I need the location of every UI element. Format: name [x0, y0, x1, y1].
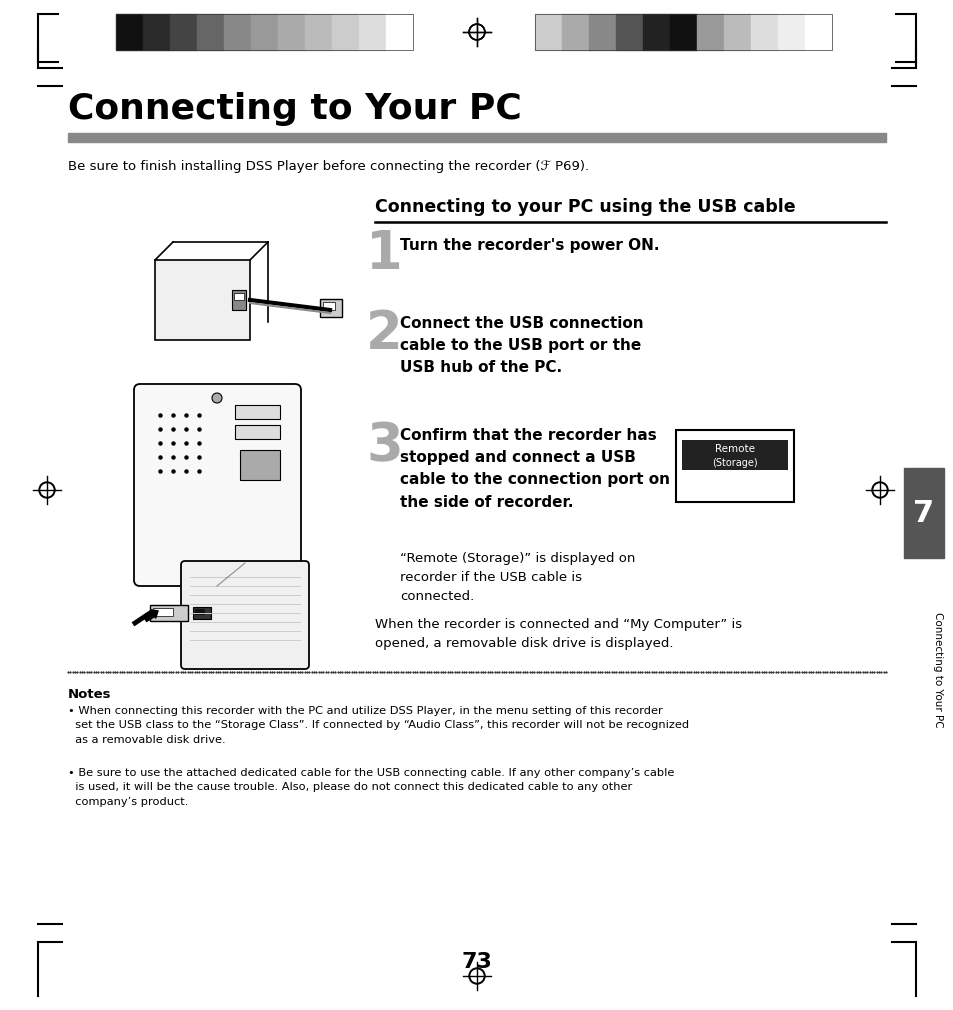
Text: 1: 1 [366, 228, 402, 280]
Bar [386, 14, 413, 51]
Text: Turn the recorder's power ON.: Turn the recorder's power ON. [399, 238, 659, 252]
Bar [535, 14, 561, 51]
Text: Notes: Notes [68, 688, 112, 701]
Bar [143, 14, 170, 51]
Bar [194, 609, 205, 615]
Bar [251, 14, 277, 51]
Bar [68, 133, 885, 142]
Bar [681, 440, 787, 470]
Text: 7: 7 [912, 499, 934, 527]
Circle shape [471, 26, 482, 38]
Text: Connecting to your PC using the USB cable: Connecting to your PC using the USB cabl… [375, 198, 795, 216]
Text: Connecting to Your PC: Connecting to Your PC [932, 612, 942, 728]
Bar [332, 14, 358, 51]
Bar [642, 14, 669, 51]
Circle shape [471, 26, 482, 38]
Bar [240, 450, 280, 480]
Bar [233, 293, 244, 300]
Text: 3: 3 [366, 420, 402, 472]
Text: Connecting to Your PC: Connecting to Your PC [68, 92, 521, 126]
Bar [196, 14, 224, 51]
Bar [535, 14, 831, 51]
Bar [903, 468, 943, 558]
Circle shape [212, 393, 222, 403]
Bar [170, 14, 196, 51]
Bar [232, 290, 246, 310]
Bar [778, 14, 804, 51]
Bar [676, 430, 793, 502]
Bar [319, 299, 341, 317]
Text: 2: 2 [366, 308, 402, 360]
Text: Connect the USB connection
cable to the USB port or the
USB hub of the PC.: Connect the USB connection cable to the … [399, 316, 643, 376]
Text: • Be sure to use the attached dedicated cable for the USB connecting cable. If a: • Be sure to use the attached dedicated … [68, 768, 674, 807]
Bar [804, 14, 831, 51]
Bar [154, 260, 250, 340]
Bar [152, 608, 172, 616]
Bar [116, 14, 143, 51]
Bar [323, 302, 335, 310]
Bar [750, 14, 778, 51]
Bar [616, 14, 642, 51]
Text: Remote: Remote [714, 444, 754, 454]
Bar [150, 605, 188, 621]
FancyBboxPatch shape [181, 561, 309, 669]
Bar [561, 14, 588, 51]
Circle shape [469, 24, 484, 40]
Text: Be sure to finish installing DSS Player before connecting the recorder (ℱ P69).: Be sure to finish installing DSS Player … [68, 160, 589, 173]
Text: (Storage): (Storage) [712, 458, 757, 468]
Bar [697, 14, 723, 51]
Text: 73: 73 [461, 952, 492, 972]
Circle shape [471, 970, 482, 982]
Bar [234, 405, 280, 419]
Text: When the recorder is connected and “My Computer” is
opened, a removable disk dri: When the recorder is connected and “My C… [375, 618, 741, 650]
Circle shape [41, 484, 53, 496]
Circle shape [871, 482, 887, 498]
Text: • When connecting this recorder with the PC and utilize DSS Player, in the menu : • When connecting this recorder with the… [68, 706, 688, 744]
Bar [588, 14, 616, 51]
FancyArrow shape [143, 610, 158, 621]
Circle shape [39, 482, 55, 498]
Bar [224, 14, 251, 51]
Bar [193, 607, 211, 619]
Bar [116, 14, 413, 51]
Bar [234, 425, 280, 439]
Bar [723, 14, 750, 51]
FancyBboxPatch shape [133, 384, 301, 586]
Bar [305, 14, 332, 51]
Bar [669, 14, 697, 51]
Circle shape [873, 484, 885, 496]
Circle shape [469, 24, 484, 40]
Circle shape [469, 968, 484, 984]
Text: “Remote (Storage)” is displayed on
recorder if the USB cable is
connected.: “Remote (Storage)” is displayed on recor… [399, 552, 635, 603]
Bar [358, 14, 386, 51]
Text: Confirm that the recorder has
stopped and connect a USB
cable to the connection : Confirm that the recorder has stopped an… [399, 428, 669, 510]
Bar [277, 14, 305, 51]
